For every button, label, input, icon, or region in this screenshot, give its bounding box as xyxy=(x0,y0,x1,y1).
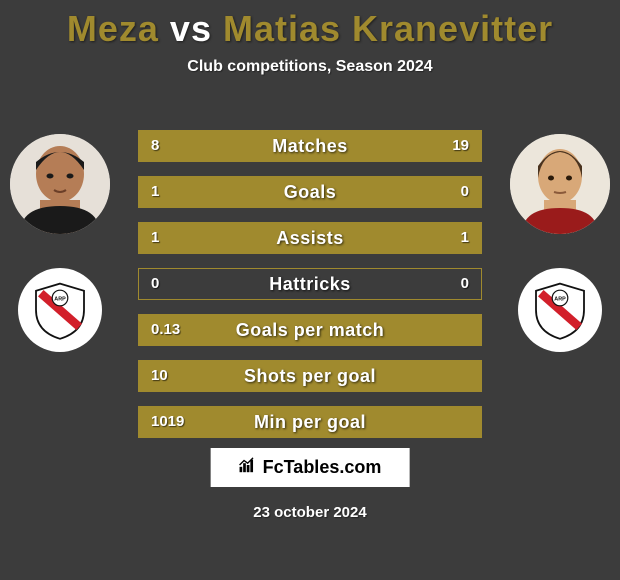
svg-text:ARP: ARP xyxy=(554,296,566,302)
player1-name: Meza xyxy=(67,8,159,49)
brand-text: FcTables.com xyxy=(263,457,382,478)
stat-row: 1019Min per goal xyxy=(138,406,482,438)
player2-club-crest: ARP xyxy=(518,268,602,352)
stat-bars: 819Matches 10Goals 11Assists 00Hattricks 0.1… xyxy=(138,130,482,452)
subtitle: Club competitions, Season 2024 xyxy=(0,58,620,76)
stat-row: 0.13Goals per match xyxy=(138,314,482,346)
stat-row: 819Matches xyxy=(138,130,482,162)
page-title: Meza vs Matias Kranevitter xyxy=(0,8,620,50)
stat-row: 00Hattricks xyxy=(138,268,482,300)
svg-text:ARP: ARP xyxy=(54,296,66,302)
stat-label: Shots per goal xyxy=(139,361,481,393)
stat-label: Min per goal xyxy=(139,407,481,439)
date-text: 23 october 2024 xyxy=(0,504,620,521)
stat-label: Matches xyxy=(139,131,481,163)
stat-label: Goals per match xyxy=(139,315,481,347)
stat-label: Hattricks xyxy=(139,269,481,301)
player2-avatar xyxy=(510,134,610,234)
brand-box[interactable]: FcTables.com xyxy=(211,448,410,487)
player1-avatar xyxy=(10,134,110,234)
stat-row: 11Assists xyxy=(138,222,482,254)
vs-word: vs xyxy=(170,8,212,49)
stat-label: Goals xyxy=(139,177,481,209)
brand-icon xyxy=(239,456,257,479)
comparison-card: Meza vs Matias Kranevitter Club competit… xyxy=(0,8,620,580)
player1-club-crest: ARP xyxy=(18,268,102,352)
player2-name: Matias Kranevitter xyxy=(223,8,553,49)
stat-label: Assists xyxy=(139,223,481,255)
stat-row: 10Shots per goal xyxy=(138,360,482,392)
stat-row: 10Goals xyxy=(138,176,482,208)
